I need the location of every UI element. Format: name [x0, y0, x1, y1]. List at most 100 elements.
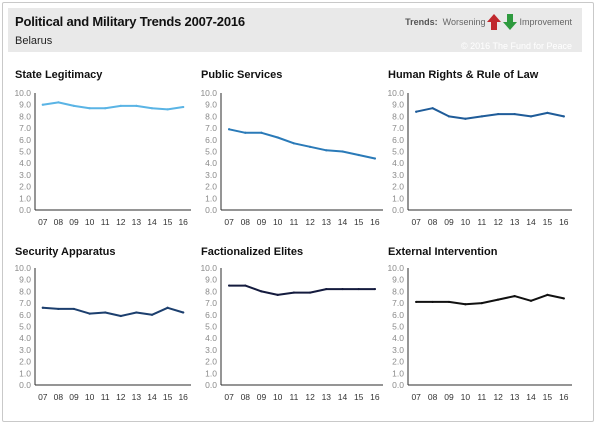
y-tick-label: 1.0 — [392, 368, 404, 378]
data-point — [546, 293, 549, 297]
y-tick-label: 3.0 — [392, 345, 404, 355]
data-point — [260, 131, 263, 134]
data-point — [464, 303, 467, 306]
data-point — [166, 306, 169, 309]
y-tick-label: 1.0 — [19, 193, 31, 203]
y-tick-label: 7.0 — [19, 123, 31, 133]
data-point — [276, 293, 279, 297]
y-tick-label: 5.0 — [205, 322, 217, 332]
y-tick-label: 5.0 — [205, 147, 217, 157]
improvement-label: Improvement — [519, 17, 572, 27]
x-tick-label: 11 — [289, 392, 298, 402]
x-tick-label: 10 — [85, 392, 95, 402]
y-tick-label: 4.0 — [205, 158, 217, 168]
x-tick-label: 11 — [101, 392, 110, 402]
data-point — [513, 112, 516, 116]
chart-external-intervention: External Intervention 0.0 1.02.0 3.0 4.05.0 6… — [387, 246, 572, 402]
x-tick-label: 08 — [241, 392, 251, 402]
data-point — [415, 110, 418, 113]
y-tick-label: 10.0 — [14, 88, 31, 98]
x-tick-label: 16 — [559, 392, 569, 402]
trends-legend: Trends: Worsening Improvement — [405, 14, 572, 30]
chart-title: Security Apparatus — [15, 246, 115, 258]
x-tick-label: 10 — [85, 217, 95, 227]
data-point — [88, 312, 91, 315]
data-point — [325, 149, 328, 152]
y-tick-label: 6.0 — [205, 310, 217, 320]
x-tick-label: 10 — [461, 217, 471, 227]
x-tick-label: 11 — [289, 217, 298, 227]
y-tick-label: 3.0 — [19, 170, 31, 180]
x-tick-label: 09 — [257, 392, 267, 402]
plot-area — [35, 93, 191, 210]
x-tick-label: 08 — [428, 217, 438, 227]
x-tick-label: 08 — [54, 217, 64, 227]
y-tick-label: 9.0 — [392, 275, 404, 285]
data-point — [119, 314, 122, 318]
y-tick-label: 7.0 — [205, 298, 217, 308]
plot-area — [221, 93, 383, 210]
improvement-arrow-icon — [503, 14, 518, 30]
y-tick-label: 5.0 — [19, 147, 31, 157]
y-tick-label: 6.0 — [392, 310, 404, 320]
x-tick-label: 14 — [147, 392, 157, 402]
data-point — [104, 311, 107, 314]
chart-title: Factionalized Elites — [201, 246, 303, 258]
y-tick-label: 10.0 — [387, 263, 404, 273]
series-line — [415, 293, 565, 306]
data-point — [373, 157, 376, 160]
data-point — [228, 128, 231, 131]
y-tick-label: 0.0 — [392, 380, 404, 390]
data-point — [447, 300, 451, 304]
y-tick-label: 10.0 — [14, 263, 31, 273]
chart-title: Human Rights & Rule of Law — [388, 69, 539, 81]
x-tick-label: 12 — [305, 217, 315, 227]
data-point — [529, 115, 533, 118]
x-tick-label: 13 — [510, 392, 520, 402]
data-point — [119, 104, 122, 107]
country-subtitle: Belarus — [15, 35, 53, 47]
chart-title: External Intervention — [388, 246, 498, 258]
x-tick-label: 07 — [411, 392, 421, 402]
x-tick-label: 12 — [305, 392, 315, 402]
x-tick-label: 13 — [510, 217, 520, 227]
data-point — [562, 115, 565, 118]
chart-title: Public Services — [201, 69, 282, 81]
y-tick-label: 2.0 — [19, 357, 31, 367]
x-tick-label: 16 — [178, 392, 188, 402]
y-tick-label: 0.0 — [205, 380, 217, 390]
data-point — [72, 307, 76, 311]
y-tick-label: 2.0 — [205, 182, 217, 192]
y-tick-label: 2.0 — [392, 182, 404, 192]
data-point — [150, 107, 154, 110]
chart-title: State Legitimacy — [15, 69, 103, 81]
data-point — [182, 311, 185, 314]
data-point — [415, 300, 418, 304]
x-tick-label: 13 — [322, 217, 332, 227]
y-tick-label: 10.0 — [200, 88, 217, 98]
data-point — [357, 287, 360, 291]
data-point — [228, 284, 231, 287]
x-tick-label: 09 — [444, 217, 454, 227]
y-tick-label: 5.0 — [392, 322, 404, 332]
x-tick-label: 16 — [178, 217, 188, 227]
dashboard-header: Political and Military Trends 2007-2016 … — [8, 8, 582, 52]
x-tick-label: 09 — [69, 217, 79, 227]
x-tick-label: 16 — [559, 217, 569, 227]
y-tick-label: 0.0 — [392, 205, 404, 215]
x-tick-label: 12 — [116, 217, 126, 227]
x-tick-label: 11 — [101, 217, 110, 227]
y-tick-label: 5.0 — [392, 147, 404, 157]
data-point — [357, 153, 360, 157]
data-point — [497, 112, 500, 116]
y-tick-label: 4.0 — [19, 158, 31, 168]
series-line — [41, 306, 185, 317]
y-tick-label: 9.0 — [205, 275, 217, 285]
y-tick-label: 8.0 — [19, 286, 31, 296]
x-tick-label: 11 — [477, 392, 486, 402]
y-tick-label: 4.0 — [392, 158, 404, 168]
y-tick-label: 10.0 — [387, 88, 404, 98]
data-point — [325, 287, 328, 291]
x-tick-label: 15 — [354, 392, 364, 402]
